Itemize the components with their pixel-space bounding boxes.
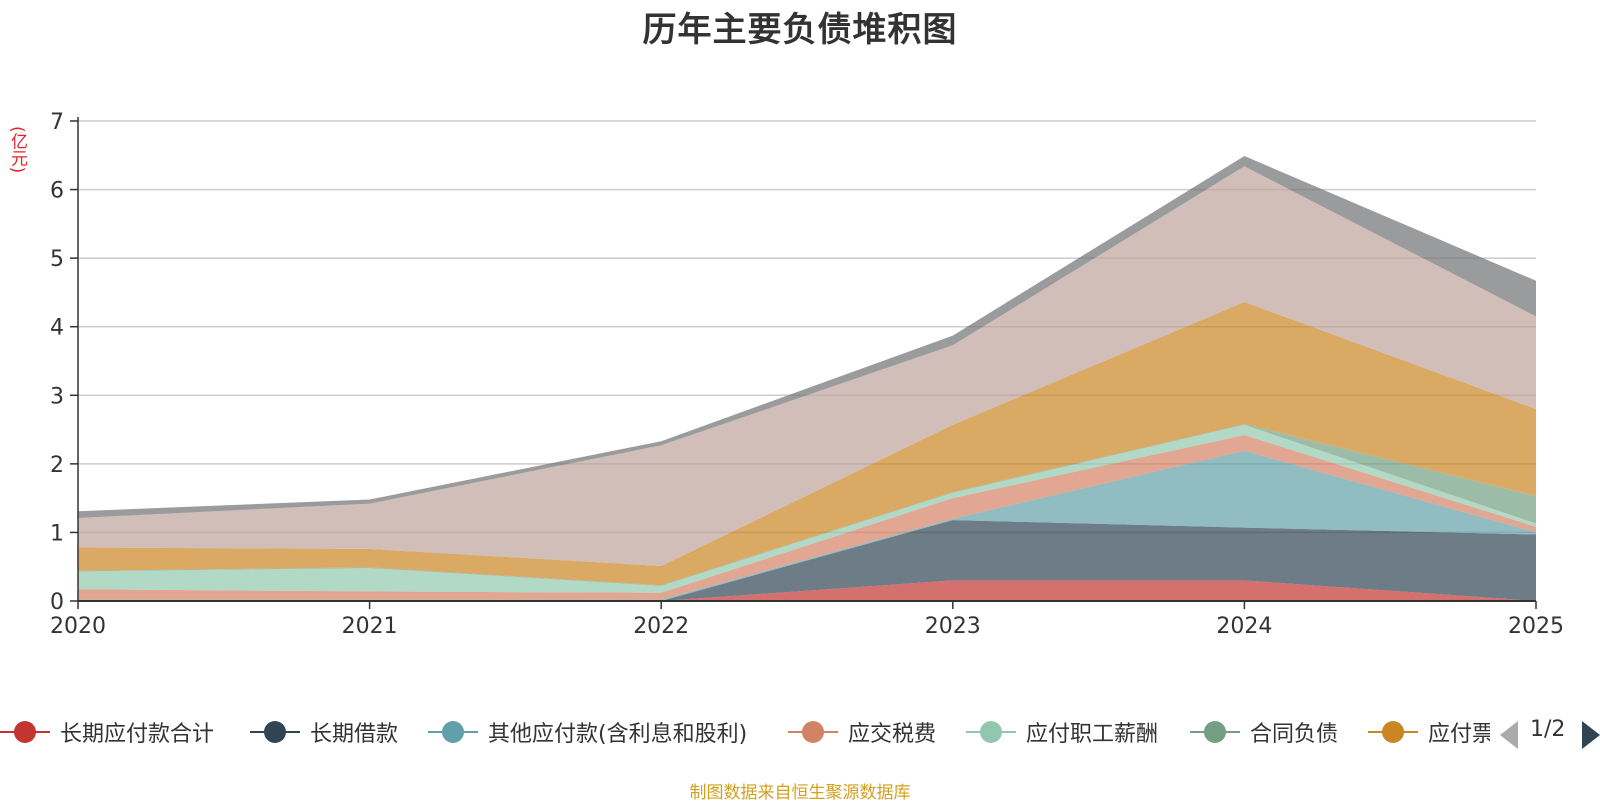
y-tick-label: 6 — [50, 179, 64, 204]
legend-label: 长期应付款合计 — [60, 722, 215, 747]
stacked-areas — [78, 156, 1536, 601]
x-tick-label: 2024 — [1216, 614, 1272, 639]
area-series-2 — [78, 450, 1536, 601]
y-tick-label: 5 — [50, 247, 64, 272]
x-tick-label: 2020 — [50, 614, 106, 639]
y-tick-label: 4 — [50, 316, 64, 341]
legend-label: 应交税费 — [848, 722, 937, 747]
legend-marker-icon — [788, 719, 838, 745]
legend-item[interactable]: 合同负债 — [1190, 712, 1338, 752]
y-tick-label: 1 — [50, 521, 64, 546]
x-tick-label: 2021 — [342, 614, 398, 639]
legend-item[interactable]: 长期借款 — [250, 712, 398, 752]
legend-page-indicator: 1/2 — [1530, 717, 1566, 742]
legend-item[interactable]: 其他应付款(含利息和股利) — [428, 712, 747, 752]
y-tick-label: 7 — [50, 110, 64, 135]
legend-label: 应付职工薪酬 — [1026, 722, 1159, 747]
data-source-note: 制图数据来自恒生聚源数据库 — [689, 783, 911, 803]
y-tick-label: 0 — [50, 590, 64, 615]
x-tick-label: 2022 — [633, 614, 689, 639]
legend-marker-icon — [1368, 719, 1418, 745]
y-axis-unit-label: (亿元) — [7, 126, 27, 174]
area-series-5 — [78, 424, 1536, 586]
y-tick-label: 2 — [50, 453, 64, 478]
y-tick-label: 3 — [50, 384, 64, 409]
legend-marker-icon — [1190, 719, 1240, 745]
legend-next-arrow-icon[interactable] — [1582, 721, 1600, 749]
legend-marker-icon — [966, 719, 1016, 745]
area-series-6 — [78, 302, 1536, 586]
legend-item[interactable]: 应付职工薪酬 — [966, 712, 1158, 752]
legend-marker-icon — [0, 719, 50, 745]
legend-marker-icon — [428, 719, 478, 745]
legend-item[interactable]: 应交税费 — [788, 712, 936, 752]
chart-title: 历年主要负债堆积图 — [642, 10, 958, 50]
legend-prev-arrow-icon[interactable] — [1500, 721, 1518, 749]
legend-label: 长期借款 — [310, 722, 399, 747]
legend-label: 合同负债 — [1250, 722, 1339, 747]
legend-label: 其他应付款(含利息和股利) — [488, 722, 748, 747]
chart-plot: 0 1 2 3 4 5 6 7 2020 2021 2022 2023 2024 2025 — [50, 110, 1564, 639]
x-tick-label: 2025 — [1508, 614, 1564, 639]
legend-marker-icon — [250, 719, 300, 745]
area-series-4 — [78, 424, 1536, 593]
axes: 0 1 2 3 4 5 6 7 2020 2021 2022 2023 2024 2025 — [50, 110, 1564, 639]
area-series-7 — [78, 166, 1536, 567]
x-tick-label: 2023 — [925, 614, 981, 639]
legend: 长期应付款合计 长期借款 其他应付款(含利息和股利) 应交税费 应付职工薪酬 合同负债 应付… — [0, 712, 1600, 756]
legend-item[interactable]: 长期应付款合计 — [0, 712, 214, 752]
